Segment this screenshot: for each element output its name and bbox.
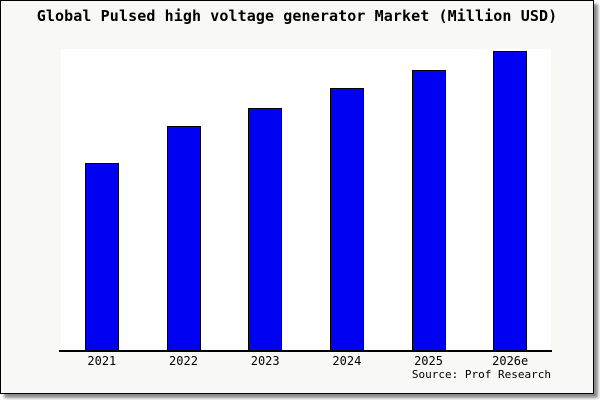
x-tick-label-2021: 2021: [87, 354, 117, 368]
bar-cell-2024: [306, 49, 388, 351]
bar-2025: [411, 70, 446, 351]
bar-cell-2026e: [469, 49, 551, 351]
bar-2024: [329, 88, 364, 351]
x-axis-tick-labels: 2021 2022 2023 2024 2025 2026e: [61, 354, 551, 368]
bar-2021: [84, 163, 119, 351]
bar-cell-2021: [61, 49, 143, 351]
x-tick-label-2025: 2025: [414, 354, 443, 368]
x-tick-label-2023: 2023: [250, 354, 280, 368]
x-tick-label-2024: 2024: [332, 354, 362, 368]
bar-cell-2023: [224, 49, 306, 351]
bar-cell-2022: [143, 49, 225, 351]
source-credit: Source: Prof Research: [411, 368, 551, 381]
bar-2023: [248, 108, 283, 351]
bar-2026e: [493, 51, 528, 351]
bar-2022: [166, 126, 201, 351]
bar-cell-2025: [388, 49, 470, 351]
chart-card: Global Pulsed high voltage generator Mar…: [0, 0, 594, 394]
x-tick-label-2026e: 2026e: [492, 354, 529, 368]
chart-title: Global Pulsed high voltage generator Mar…: [36, 7, 558, 25]
plot-area: [61, 49, 551, 351]
x-tick-label-2022: 2022: [169, 354, 198, 368]
x-axis-line: [59, 350, 552, 352]
